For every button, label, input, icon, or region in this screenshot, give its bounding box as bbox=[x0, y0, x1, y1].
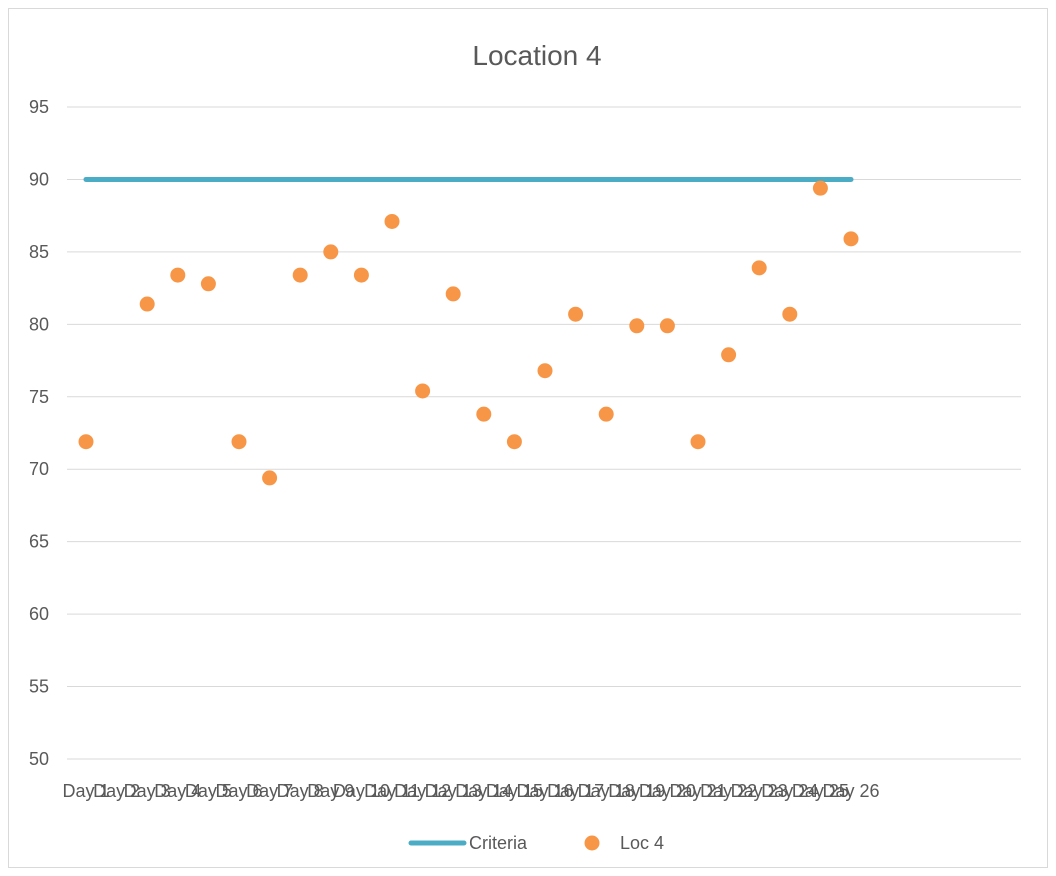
data-point bbox=[415, 383, 431, 399]
y-tick-label: 85 bbox=[29, 242, 49, 262]
x-tick-label: Day 8 bbox=[277, 781, 324, 801]
x-tick-label: Day 10 bbox=[333, 781, 390, 801]
x-tick-label: Day 15 bbox=[486, 781, 543, 801]
y-tick-label: 55 bbox=[29, 677, 49, 697]
data-point bbox=[292, 267, 308, 283]
x-tick-label: Day 26 bbox=[822, 781, 879, 801]
data-point bbox=[353, 267, 369, 283]
y-tick-label: 50 bbox=[29, 749, 49, 769]
x-tick-label: Day 5 bbox=[185, 781, 232, 801]
x-tick-label: Day 2 bbox=[93, 781, 140, 801]
data-point bbox=[200, 276, 216, 292]
legend-label: Criteria bbox=[469, 833, 528, 853]
legend-label: Loc 4 bbox=[620, 833, 664, 853]
legend: Criteria Loc 4 bbox=[408, 833, 664, 853]
data-point bbox=[690, 434, 706, 450]
x-tick-label: Day 18 bbox=[578, 781, 635, 801]
x-tick-label: Day 7 bbox=[246, 781, 293, 801]
x-tick-label: Day 16 bbox=[516, 781, 573, 801]
x-tick-label: Day 19 bbox=[608, 781, 665, 801]
y-axis-ticks: 50 55 60 65 70 75 80 85 90 95 bbox=[29, 97, 49, 769]
legend-marker-swatch bbox=[584, 835, 600, 851]
x-tick-label: Day 14 bbox=[455, 781, 512, 801]
data-point bbox=[506, 434, 522, 450]
data-point bbox=[170, 267, 186, 283]
x-tick-label: Day 3 bbox=[124, 781, 171, 801]
data-point bbox=[659, 318, 675, 334]
y-tick-label: 65 bbox=[29, 532, 49, 552]
y-tick-label: 80 bbox=[29, 314, 49, 334]
data-point bbox=[812, 180, 828, 196]
data-point bbox=[139, 296, 155, 312]
data-point bbox=[476, 406, 492, 422]
x-tick-label: Day 20 bbox=[639, 781, 696, 801]
x-tick-label: Day 21 bbox=[669, 781, 726, 801]
data-point bbox=[629, 318, 645, 334]
data-point bbox=[323, 244, 339, 260]
data-point bbox=[843, 231, 859, 247]
x-tick-label: Day 24 bbox=[761, 781, 818, 801]
x-tick-label: Day 11 bbox=[364, 781, 420, 801]
x-tick-label: Day 1 bbox=[62, 781, 109, 801]
data-point bbox=[782, 306, 798, 322]
x-tick-label: Day 25 bbox=[792, 781, 849, 801]
data-point bbox=[78, 434, 94, 450]
y-tick-label: 70 bbox=[29, 459, 49, 479]
x-tick-label: Day 23 bbox=[731, 781, 788, 801]
x-tick-label: Day 4 bbox=[154, 781, 201, 801]
x-tick-label: Day 12 bbox=[394, 781, 451, 801]
y-tick-label: 75 bbox=[29, 387, 49, 407]
gridlines bbox=[67, 106, 1021, 760]
data-point bbox=[598, 406, 614, 422]
data-point bbox=[537, 363, 553, 379]
data-point bbox=[721, 347, 737, 363]
data-point bbox=[751, 260, 767, 276]
data-point bbox=[384, 213, 400, 229]
data-point bbox=[262, 470, 278, 486]
data-point bbox=[231, 434, 247, 450]
chart-title: Location 4 bbox=[472, 40, 601, 71]
y-tick-label: 90 bbox=[29, 169, 49, 189]
x-tick-label: Day 17 bbox=[547, 781, 604, 801]
y-tick-label: 95 bbox=[29, 97, 49, 117]
x-tick-label: Day 22 bbox=[700, 781, 757, 801]
x-tick-label: Day 6 bbox=[215, 781, 262, 801]
chart-frame: Location 4 50 55 60 65 70 75 80 85 90 95 Day 1 Day… bbox=[8, 8, 1048, 868]
y-tick-label: 60 bbox=[29, 604, 49, 624]
data-point bbox=[445, 286, 461, 302]
data-point bbox=[568, 306, 584, 322]
series bbox=[78, 176, 859, 486]
x-tick-label: Day 9 bbox=[307, 781, 354, 801]
x-tick-label: Day 13 bbox=[425, 781, 482, 801]
